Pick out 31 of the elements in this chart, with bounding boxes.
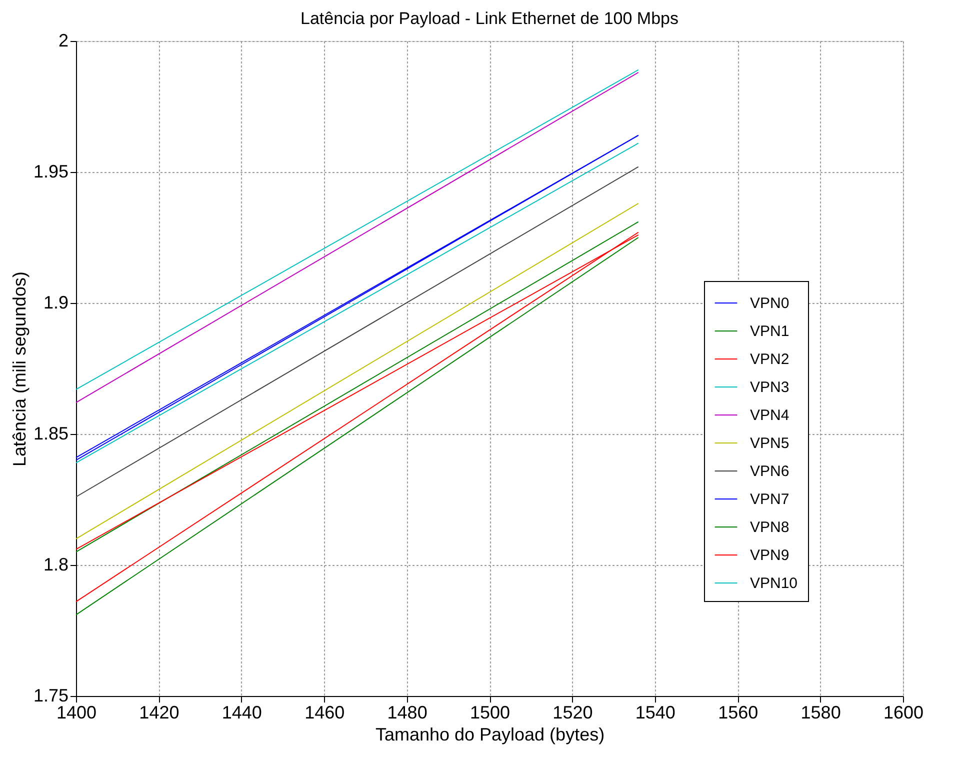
legend-label: VPN5 (750, 435, 790, 452)
legend-label: VPN0 (750, 295, 790, 312)
x-tick-label: 1520 (552, 702, 593, 722)
y-tick-label: 1.85 (33, 424, 68, 444)
y-tick-label: 1.95 (33, 162, 68, 182)
legend-label: VPN4 (750, 407, 790, 424)
y-tick-label: 1.8 (43, 554, 68, 574)
x-tick-label: 1560 (718, 702, 758, 722)
x-tick-label: 1400 (56, 702, 97, 722)
x-tick-label: 1420 (139, 702, 180, 722)
y-tick-label: 2 (58, 30, 68, 50)
legend-label: VPN6 (750, 463, 790, 480)
y-tick-label: 1.75 (33, 686, 68, 706)
legend-label: VPN10 (750, 575, 798, 592)
legend-label: VPN3 (750, 379, 790, 396)
x-tick-label: 1460 (304, 702, 345, 722)
x-axis-title: Tamanho do Payload (bytes) (375, 724, 605, 744)
x-tick-label: 1480 (387, 702, 428, 722)
legend-label: VPN2 (750, 351, 790, 368)
y-tick-label: 1.9 (43, 292, 68, 312)
legend-label: VPN7 (750, 491, 790, 508)
x-tick-label: 1580 (800, 702, 841, 722)
x-tick-label: 1600 (883, 702, 924, 722)
legend-label: VPN1 (750, 323, 790, 340)
chart-title: Latência por Payload - Link Ethernet de 100 Mbps (300, 9, 679, 28)
y-axis-title: Latência (mili segundos) (9, 271, 30, 467)
x-tick-label: 1540 (635, 702, 676, 722)
legend-label: VPN8 (750, 519, 790, 536)
x-tick-label: 1500 (470, 702, 510, 722)
x-tick-label: 1440 (222, 702, 262, 722)
legend-label: VPN9 (750, 547, 790, 564)
